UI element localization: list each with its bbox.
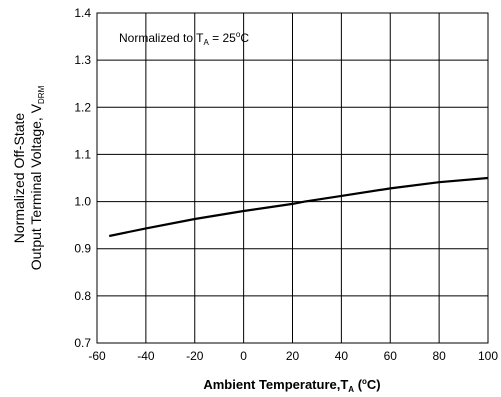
x-tick-labels: -60 -40 -20 0 20 40 60 80 100 bbox=[88, 349, 498, 363]
y-axis-label: Normalized Off-State Output Terminal Vol… bbox=[11, 85, 46, 270]
x-tick-label: -40 bbox=[137, 349, 155, 363]
x-tick-label: 0 bbox=[240, 349, 247, 363]
x-tick-label: -20 bbox=[186, 349, 204, 363]
x-tick-label: 20 bbox=[286, 349, 300, 363]
x-tick-label: 100 bbox=[478, 349, 498, 363]
x-tick-label: -60 bbox=[88, 349, 106, 363]
y-tick-label: 0.9 bbox=[74, 242, 91, 256]
series-line bbox=[108, 176, 489, 238]
y-axis-label-line1: Normalized Off-State bbox=[11, 113, 27, 244]
x-axis-label: Ambient Temperature,TA (oC) bbox=[203, 377, 380, 394]
y-tick-label: 1.3 bbox=[74, 53, 91, 67]
grid bbox=[96, 12, 489, 344]
x-tick-label: 40 bbox=[335, 349, 349, 363]
y-tick-label: 1.4 bbox=[74, 6, 91, 20]
x-tick-label: 80 bbox=[432, 349, 446, 363]
normalization-note: Normalized to TA = 25oC bbox=[119, 30, 249, 47]
x-tick-label: 60 bbox=[384, 349, 398, 363]
y-tick-label: 0.8 bbox=[74, 289, 91, 303]
y-axis-label-line2: Output Terminal Voltage, VDRM bbox=[28, 85, 46, 270]
y-tick-label: 1.2 bbox=[74, 100, 91, 114]
y-tick-label: 1.0 bbox=[74, 195, 91, 209]
y-tick-label: 0.7 bbox=[74, 336, 91, 350]
y-tick-labels: 0.7 0.8 0.9 1.0 1.1 1.2 1.3 1.4 bbox=[74, 6, 91, 350]
y-tick-label: 1.1 bbox=[74, 147, 91, 161]
